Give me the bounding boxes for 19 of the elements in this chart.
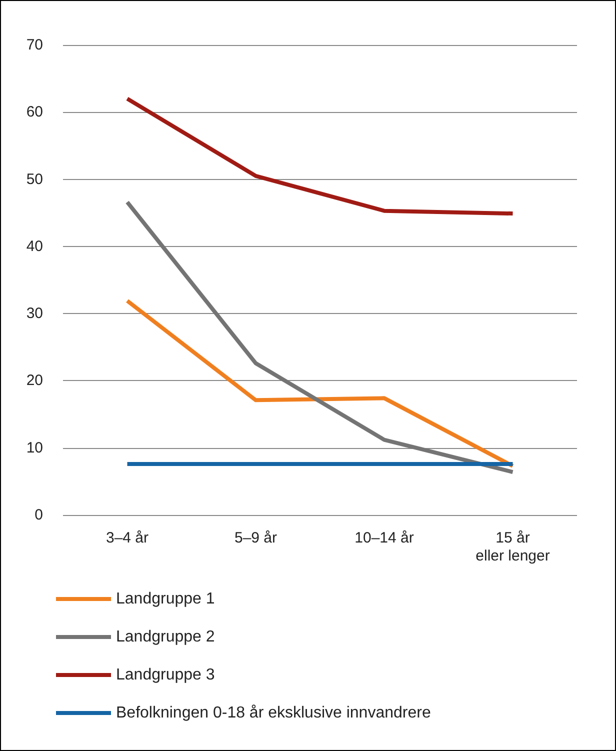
x-tick-label: 15 år eller lenger	[476, 530, 550, 564]
y-tick-label: 30	[26, 305, 43, 322]
legend-label: Landgruppe 2	[116, 628, 215, 646]
legend-label: Landgruppe 3	[116, 666, 215, 684]
x-tick-label: 3–4 år	[106, 530, 149, 546]
y-tick-label: 40	[26, 238, 43, 255]
y-tick-label: 70	[26, 36, 43, 54]
line-series	[125, 200, 515, 474]
y-tick-label: 20	[26, 372, 43, 390]
legend-label: Befolkningen 0-18 år eksklusive innvandrere	[116, 704, 431, 722]
x-tick-label: 10–14 år	[354, 530, 414, 546]
y-tick-label: 60	[26, 104, 43, 121]
x-tick-label: 5–9 år	[234, 530, 278, 546]
y-tick-label: 10	[26, 439, 43, 456]
line-series	[125, 96, 515, 216]
line-series	[125, 298, 515, 468]
y-tick-label: 0	[34, 506, 43, 524]
legend-label: Landgruppe 1	[116, 590, 215, 608]
y-tick-label: 50	[26, 170, 43, 188]
